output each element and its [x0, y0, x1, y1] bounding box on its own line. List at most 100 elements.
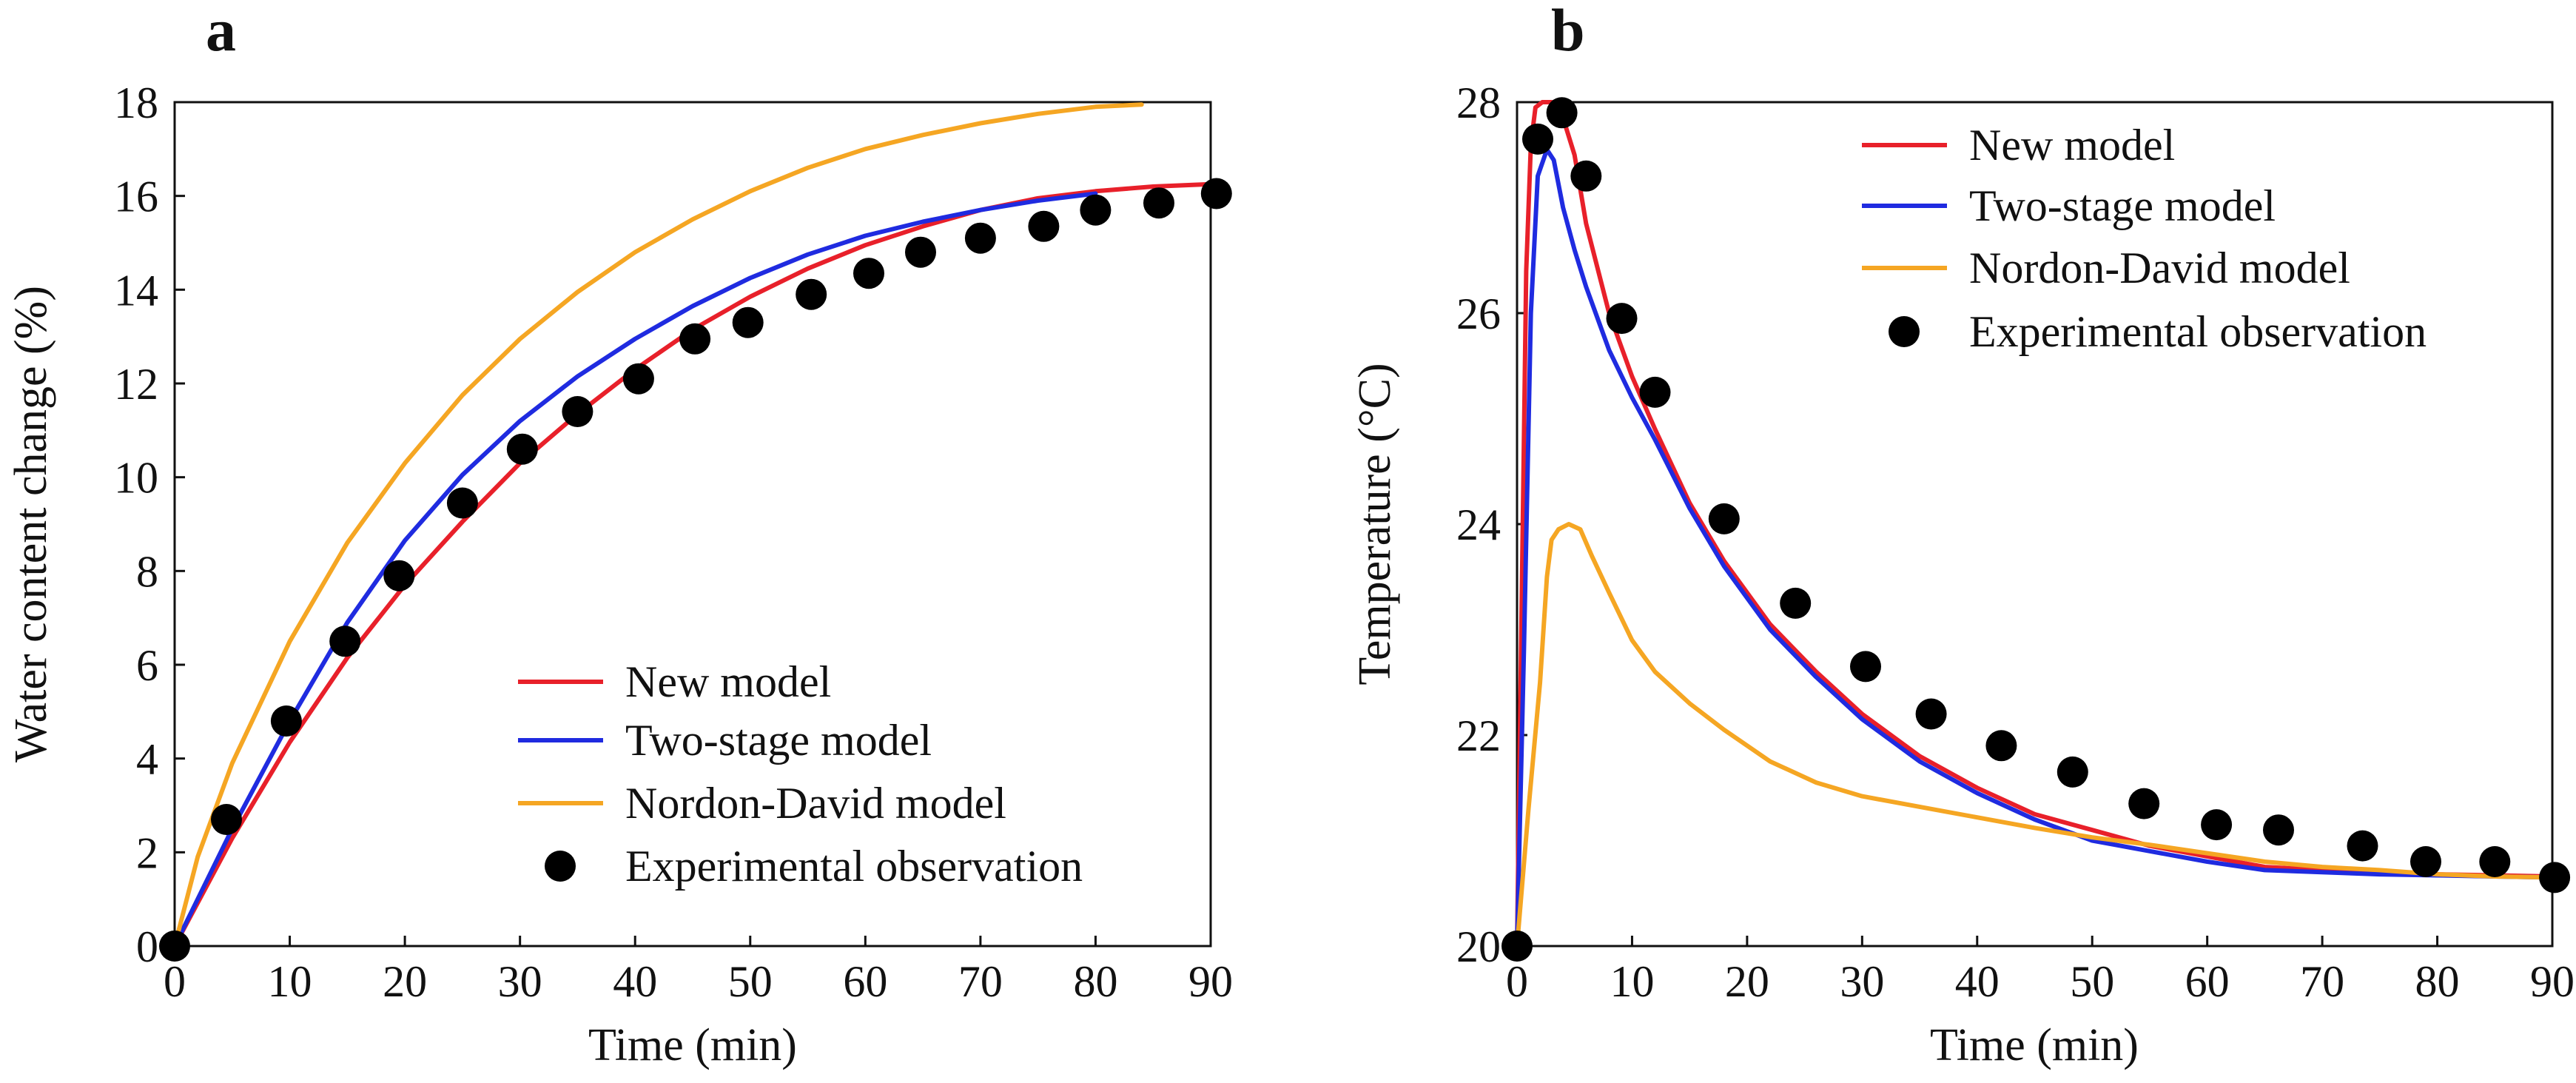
panel-a-x-tick-label: 20 — [383, 957, 427, 1006]
panel-a-y-tick-label: 2 — [136, 828, 158, 877]
panel-b-experimental-point — [2479, 846, 2511, 877]
panel-a-y-tick-label: 10 — [114, 454, 158, 503]
panel-b-points — [1501, 97, 2571, 962]
panel-a-x-tick-label: 50 — [728, 957, 773, 1006]
panel-a-legend: New model Two-stage model Nordon-David m… — [518, 657, 1083, 891]
panel-b-experimental-point — [2128, 788, 2160, 819]
legend-label-nordon-david-model: Nordon-David model — [1969, 244, 2350, 292]
legend-marker-experimental-observation — [545, 851, 576, 882]
panel-b-experimental-point — [1570, 160, 1602, 192]
panel-a-experimental-point — [506, 433, 538, 465]
panel-a-x-tick-label: 60 — [843, 957, 887, 1006]
panel-b-experimental-point — [1915, 698, 1947, 730]
panel-a-y-tick-label: 16 — [114, 172, 158, 221]
panel-b-experimental-point — [2201, 809, 2233, 841]
panel-a-x-tick-label: 30 — [498, 957, 542, 1006]
panel-a-experimental-point — [562, 396, 593, 427]
panel-a-experimental-point — [446, 487, 478, 519]
panel-a-experimental-point — [964, 222, 996, 254]
panel-a-experimental-point — [270, 705, 302, 737]
legend-label-two-stage-model: Two-stage model — [1969, 181, 2276, 230]
panel-a-plot-frame — [173, 101, 1212, 948]
legend-label-new-model: New model — [625, 657, 831, 706]
panel-b-x-tick-label: 0 — [1506, 957, 1528, 1006]
panel-a-y-tick-label: 6 — [136, 641, 158, 690]
panel-b-experimental-point — [1639, 376, 1671, 408]
panel-b-experimental-point — [1522, 123, 1553, 155]
panel-b-y-tick-label: 22 — [1456, 711, 1501, 760]
panel-a: a 0 10 20 30 40 50 60 70 80 90 0 2 4 6 8 10 12 14 16 18 Tim… — [6, 0, 1233, 1070]
panel-b-experimental-point — [1850, 651, 1881, 683]
panel-b-experimental-point — [1985, 730, 2017, 762]
panel-b-experimental-point — [2410, 846, 2441, 877]
panel-b-series — [1515, 100, 2555, 948]
legend-marker-experimental-observation — [1889, 316, 1920, 347]
panel-a-y-tick-label: 4 — [136, 735, 158, 784]
panel-b-y-tick-label: 26 — [1456, 289, 1501, 338]
panel-a-points — [159, 178, 1232, 962]
panel-a-experimental-point — [211, 804, 242, 835]
panel-a-x-tick-label: 70 — [958, 957, 1003, 1006]
legend-label-new-model: New model — [1969, 121, 2175, 170]
panel-b-x-tick-label: 90 — [2530, 957, 2575, 1006]
panel-b-y-axis-title: Temperature (°C) — [1350, 363, 1400, 685]
panel-b-x-tick-label: 80 — [2415, 957, 2460, 1006]
panel-a-y-tick-label: 0 — [136, 922, 158, 971]
panel-a-experimental-point — [1143, 187, 1174, 219]
panel-b-x-tick-label: 70 — [2300, 957, 2344, 1006]
panel-b-y-tick-label: 28 — [1456, 78, 1501, 127]
panel-a-experimental-point — [679, 323, 711, 355]
panel-b-x-tick-label: 50 — [2070, 957, 2114, 1006]
panel-a-experimental-point — [853, 258, 884, 289]
panel-a-y-tick-label: 18 — [114, 78, 158, 127]
panel-a-experimental-point — [796, 278, 827, 310]
panel-a-experimental-point — [329, 626, 361, 657]
panel-b-experimental-point — [1606, 303, 1638, 335]
panel-b-x-axis-title: Time (min) — [1930, 1020, 2139, 1070]
panel-a-series-new-model — [172, 181, 1213, 948]
legend-label-experimental-observation: Experimental observation — [625, 842, 1083, 891]
panel-b-x-tick-label: 10 — [1610, 957, 1654, 1006]
panel-a-experimental-point — [383, 560, 415, 591]
legend-label-two-stage-model: Two-stage model — [625, 716, 932, 765]
panel-a-x-tick-label: 10 — [268, 957, 312, 1006]
panel-a-x-tick-label: 80 — [1073, 957, 1117, 1006]
panel-b-legend: New model Two-stage model Nordon-David m… — [1862, 121, 2427, 356]
panel-a-letter: a — [206, 0, 236, 64]
panel-a-experimental-point — [1200, 178, 1232, 209]
panel-b-experimental-point — [2263, 814, 2294, 846]
panel-b-series-two-stage-model — [1515, 147, 2555, 948]
panel-b-series-new-model — [1515, 100, 2555, 948]
panel-a-ticks: 0 10 20 30 40 50 60 70 80 90 0 2 4 6 8 10 12 14 16 18 — [114, 78, 1233, 1006]
panel-a-experimental-point — [905, 236, 936, 268]
panel-b-y-tick-label: 24 — [1456, 500, 1501, 549]
panel-b-experimental-point — [1546, 97, 1578, 129]
panel-a-experimental-point — [622, 363, 654, 395]
panel-a-x-tick-label: 40 — [613, 957, 657, 1006]
panel-a-x-tick-label: 0 — [164, 957, 186, 1006]
panel-b: b 0 10 20 30 40 50 60 70 80 90 20 22 24 26 28 Time (mi… — [1350, 0, 2575, 1070]
panel-b-experimental-point — [2057, 756, 2088, 788]
panel-a-y-tick-label: 14 — [114, 266, 158, 315]
panel-b-experimental-point — [2347, 830, 2378, 862]
panel-a-y-axis-title: Water content change (%) — [6, 286, 56, 762]
panel-b-experimental-point — [1780, 587, 1812, 619]
panel-b-y-tick-label: 20 — [1456, 922, 1501, 971]
panel-a-y-tick-label: 8 — [136, 547, 158, 596]
panel-b-x-tick-label: 30 — [1840, 957, 1884, 1006]
panel-b-letter: b — [1551, 0, 1585, 64]
panel-a-series-nordon-david-model — [172, 102, 1144, 948]
panel-a-experimental-point — [1028, 210, 1060, 242]
panel-a-experimental-point — [159, 931, 190, 962]
panel-b-x-tick-label: 20 — [1725, 957, 1769, 1006]
panel-a-series-two-stage-model — [172, 191, 1098, 948]
panel-b-x-tick-label: 60 — [2185, 957, 2230, 1006]
panel-a-x-tick-label: 90 — [1188, 957, 1233, 1006]
legend-label-nordon-david-model: Nordon-David model — [625, 779, 1006, 828]
panel-b-x-tick-label: 40 — [1955, 957, 2000, 1006]
panel-a-experimental-point — [732, 306, 764, 338]
panel-b-experimental-point — [1501, 931, 1533, 962]
panel-a-x-axis-title: Time (min) — [588, 1020, 797, 1070]
panel-b-ticks: 0 10 20 30 40 50 60 70 80 90 20 22 24 26 28 — [1456, 78, 2575, 1006]
